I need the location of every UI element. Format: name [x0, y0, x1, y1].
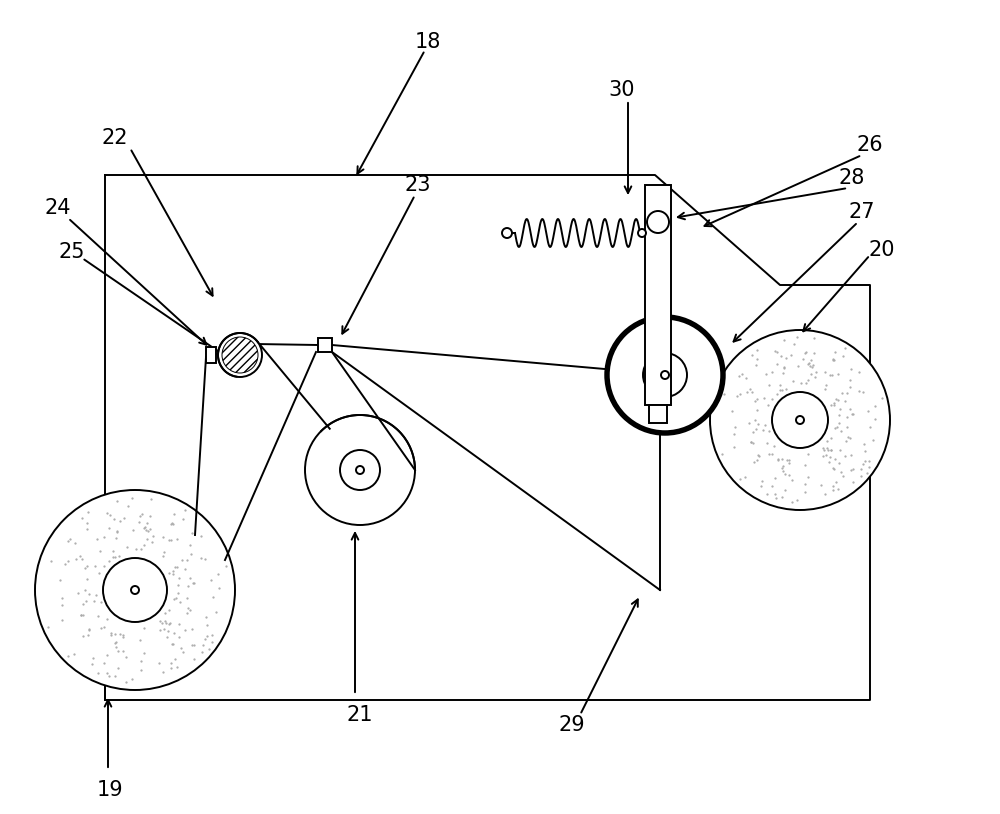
Text: 19: 19: [97, 780, 123, 800]
Circle shape: [607, 317, 723, 433]
Bar: [206, 347, 216, 363]
Circle shape: [710, 330, 890, 510]
Circle shape: [502, 228, 512, 238]
Text: 21: 21: [347, 705, 373, 725]
Text: 27: 27: [849, 202, 875, 222]
Text: 29: 29: [559, 715, 585, 735]
Circle shape: [305, 415, 415, 525]
Bar: [318, 338, 332, 352]
Text: 30: 30: [609, 80, 635, 100]
Circle shape: [131, 586, 139, 594]
Text: 18: 18: [415, 32, 441, 52]
Text: 24: 24: [45, 198, 71, 218]
Circle shape: [218, 333, 262, 377]
Text: 23: 23: [405, 175, 431, 195]
Text: 20: 20: [869, 240, 895, 260]
Text: 28: 28: [839, 168, 865, 188]
Circle shape: [772, 392, 828, 448]
Circle shape: [647, 211, 669, 233]
Circle shape: [35, 490, 235, 690]
Bar: [645, 185, 671, 405]
Circle shape: [222, 337, 258, 373]
Text: 26: 26: [857, 135, 883, 155]
Text: 25: 25: [59, 242, 85, 262]
Text: 22: 22: [102, 128, 128, 148]
Circle shape: [661, 371, 669, 379]
Circle shape: [103, 558, 167, 622]
Bar: [649, 405, 667, 423]
Circle shape: [638, 229, 646, 237]
Circle shape: [796, 416, 804, 424]
Circle shape: [356, 466, 364, 474]
